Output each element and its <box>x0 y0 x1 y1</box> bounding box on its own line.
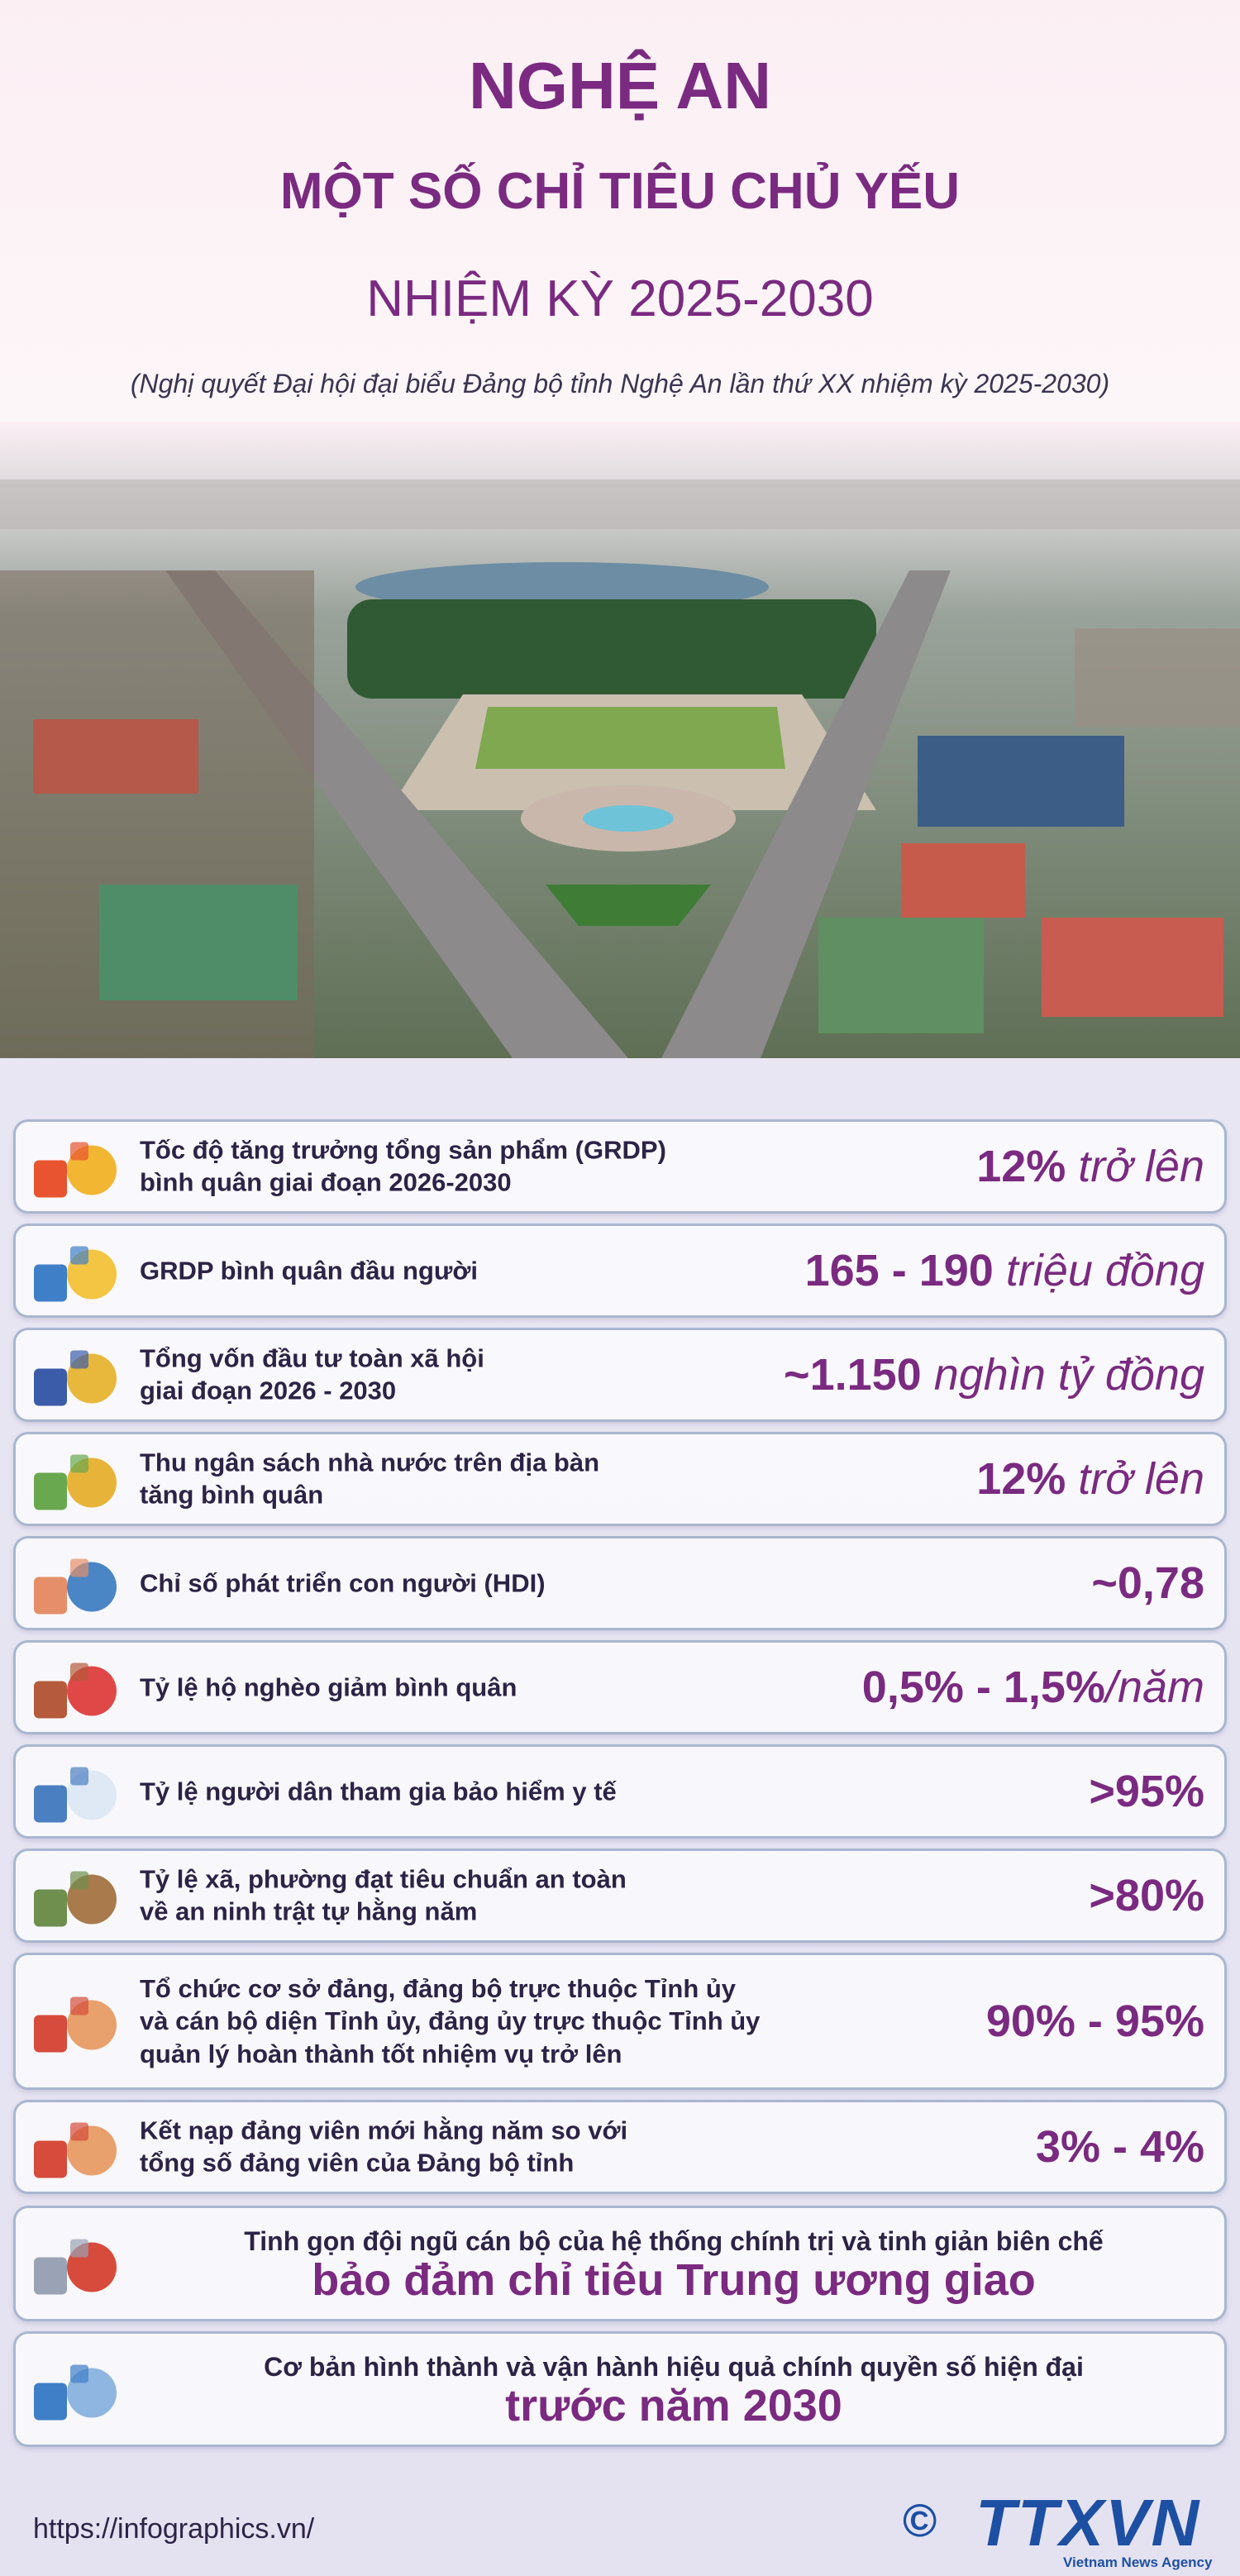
value: 12% <box>976 1142 1066 1191</box>
indicator-row: Tỷ lệ hộ nghèo giảm bình quân 0,5% - 1,5%… <box>13 1640 1227 1734</box>
indicator-row: Tổ chức cơ sở đảng, đảng bộ trực thuộc T… <box>13 1953 1227 2090</box>
icon <box>34 1350 117 1406</box>
indicator-label: Kết nạp đảng viên mới hằng năm so với tổn… <box>140 2115 627 2180</box>
icon <box>34 2122 117 2178</box>
indicator-value: 12% trở lên <box>976 1453 1204 1505</box>
logo: TTXVN <box>975 2486 1201 2559</box>
goal-row: Cơ bản hình thành và vận hành hiệu quả c… <box>13 2331 1227 2447</box>
label-line: GRDP bình quân đầu người <box>140 1256 479 1286</box>
icon <box>34 1454 117 1510</box>
icon <box>34 1996 117 2053</box>
indicator-label: Tỷ lệ người dân tham gia bảo hiểm y tế <box>140 1775 617 1807</box>
agency: Vietnam News Agency <box>1063 2555 1213 2570</box>
label-line: Tỷ lệ người dân tham gia bảo hiểm y tế <box>140 1777 617 1806</box>
value: 3% - 4% <box>1035 2122 1204 2172</box>
indicator-row: Tốc độ tăng trưởng tổng sản phẩm (GRDP) b… <box>13 1119 1227 1214</box>
url: https://infographics.vn/ <box>33 2513 315 2545</box>
indicator-label: GRDP bình quân đầu người <box>140 1254 478 1286</box>
indicator-label: Tỷ lệ hộ nghèo giảm bình quân <box>140 1671 517 1703</box>
indicator-label: Tổ chức cơ sở đảng, đảng bộ trực thuộc T… <box>140 1973 760 2070</box>
goal-label: Cơ bản hình thành và vận hành hiệu quả c… <box>264 2352 1084 2382</box>
goal-label: Tinh gọn đội ngũ cán bộ của hệ thống chí… <box>244 2226 1104 2256</box>
icon <box>34 1871 117 1927</box>
indicator-label: Chỉ số phát triển con người (HDI) <box>140 1567 546 1599</box>
label-line: tăng bình quân <box>140 1481 324 1510</box>
label-line: Tốc độ tăng trưởng tổng sản phẩm (GRDP) <box>140 1135 666 1165</box>
goal-value: trước năm 2030 <box>505 2381 842 2431</box>
unit: trở lên <box>1078 1142 1204 1191</box>
label-line: Kết nạp đảng viên mới hằng năm so với <box>140 2116 628 2145</box>
label-line: Thu ngân sách nhà nước trên địa bàn <box>140 1448 600 1477</box>
unit: trở lên <box>1078 1454 1204 1504</box>
icon <box>34 2239 117 2295</box>
value: 0,5% - 1,5% <box>861 1662 1105 1712</box>
indicator-value: >80% <box>1089 1870 1204 1921</box>
indicator-value: >95% <box>1089 1766 1204 1817</box>
indicator-row: Tổng vốn đầu tư toàn xã hội giai đoạn 202… <box>13 1328 1227 1422</box>
icon <box>34 2364 117 2421</box>
indicator-row: Thu ngân sách nhà nước trên địa bàn tăng … <box>13 1432 1227 1526</box>
indicator-label: Tốc độ tăng trưởng tổng sản phẩm (GRDP) b… <box>140 1134 666 1200</box>
value: 12% <box>976 1454 1066 1504</box>
label-line: Tỷ lệ xã, phường đạt tiêu chuẩn an toàn <box>140 1864 627 1894</box>
value: 165 - 190 <box>804 1246 994 1295</box>
icon <box>34 1558 117 1615</box>
subtitle: MỘT SỐ CHỈ TIÊU CHỦ YẾU <box>279 163 961 220</box>
value: ~1.150 <box>784 1350 922 1400</box>
source: (Nghị quyết Đại hội đại biểu Đảng bộ tỉn… <box>130 369 1110 398</box>
label-line: Tỷ lệ hộ nghèo giảm bình quân <box>140 1672 517 1702</box>
label-line: tổng số đảng viên của Đảng bộ tỉnh <box>140 2149 575 2178</box>
icon <box>34 1246 117 1302</box>
icon <box>34 1142 117 1198</box>
label-line: và cán bộ diện Tỉnh ủy, đảng ủy trực thu… <box>140 2006 761 2036</box>
label-line: Chỉ số phát triển con người (HDI) <box>140 1568 546 1598</box>
icon <box>34 1767 117 1823</box>
indicator-value: 90% - 95% <box>986 1996 1204 2047</box>
unit: triệu đồng <box>1005 1246 1204 1295</box>
value: ~0,78 <box>1091 1558 1204 1608</box>
indicator-row: Tỷ lệ người dân tham gia bảo hiểm y tế >9… <box>13 1744 1227 1839</box>
indicator-label: Tổng vốn đầu tư toàn xã hội giai đoạn 202… <box>140 1343 484 1408</box>
goal-value: bảo đảm chỉ tiêu Trung ương giao <box>312 2255 1036 2305</box>
indicator-value: 3% - 4% <box>1036 2121 1204 2173</box>
indicator-value: ~0,78 <box>1091 1558 1204 1609</box>
label-line: bình quân giai đoạn 2026-2030 <box>140 1168 512 1197</box>
label-line: Tổ chức cơ sở đảng, đảng bộ trực thuộc T… <box>140 1973 737 2003</box>
unit: nghìn tỷ đồng <box>933 1350 1204 1400</box>
indicator-label: Thu ngân sách nhà nước trên địa bàn tăng … <box>140 1447 599 1512</box>
indicator-row: Chỉ số phát triển con người (HDI) ~0,78 <box>13 1536 1227 1630</box>
value: 90% - 95% <box>985 1996 1204 2046</box>
label-line: quản lý hoàn thành tốt nhiệm vụ trở lên <box>140 2039 622 2068</box>
value: >80% <box>1089 1871 1204 1920</box>
label-line: Tổng vốn đầu tư toàn xã hội <box>140 1343 484 1373</box>
term: NHIỆM KỲ 2025-2030 <box>366 270 874 327</box>
icon <box>34 1662 117 1719</box>
indicator-row: Tỷ lệ xã, phường đạt tiêu chuẩn an toàn v… <box>13 1849 1227 1943</box>
indicator-value: 12% trở lên <box>976 1141 1204 1192</box>
goal-row: Tinh gọn đội ngũ cán bộ của hệ thống chí… <box>13 2206 1227 2321</box>
indicator-row: Kết nạp đảng viên mới hằng năm so với tổn… <box>13 2100 1227 2194</box>
indicator-value: 165 - 190 triệu đồng <box>805 1245 1204 1296</box>
indicator-value: 0,5% - 1,5%/năm <box>862 1662 1204 1713</box>
unit: /năm <box>1104 1662 1204 1712</box>
indicator-label: Tỷ lệ xã, phường đạt tiêu chuẩn an toàn v… <box>140 1863 627 1929</box>
indicator-value: ~1.150 nghìn tỷ đồng <box>784 1349 1204 1400</box>
copyright: © <box>903 2494 937 2546</box>
label-line: giai đoạn 2026 - 2030 <box>140 1376 397 1405</box>
label-line: về an ninh trật tự hằng năm <box>140 1897 478 1926</box>
indicator-row: GRDP bình quân đầu người 165 - 190 triệu … <box>13 1224 1227 1318</box>
value: >95% <box>1089 1767 1204 1816</box>
title: NGHỆ AN <box>469 49 771 122</box>
city-photo <box>0 422 1240 1058</box>
